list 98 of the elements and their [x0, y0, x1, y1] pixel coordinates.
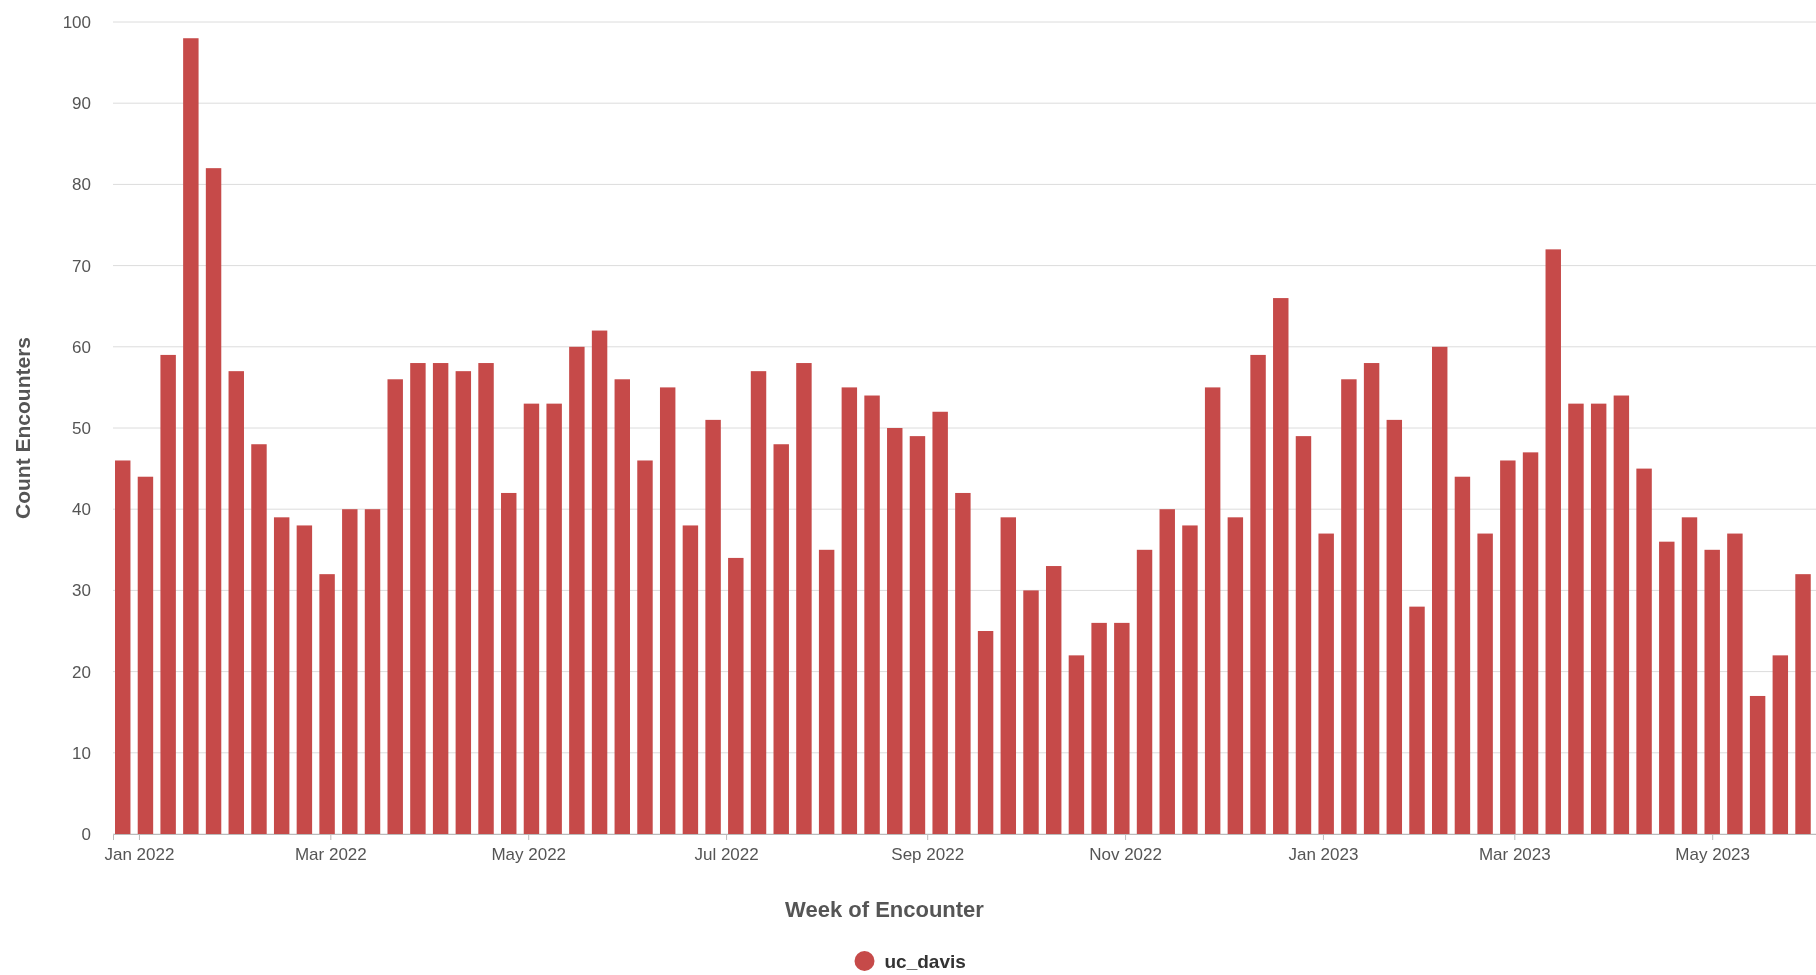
- x-tick-label: Nov 2022: [1089, 845, 1162, 865]
- bar: [977, 631, 994, 834]
- bar: [1114, 622, 1130, 834]
- bar: [1704, 549, 1720, 834]
- x-tick-label: Mar 2023: [1478, 845, 1551, 865]
- bar: [1023, 590, 1039, 834]
- bar: [1568, 403, 1584, 834]
- bar: [569, 346, 585, 834]
- y-tick-label: 90: [72, 94, 91, 114]
- bar: [1136, 549, 1153, 834]
- x-tick-label: May 2023: [1675, 845, 1751, 865]
- bar: [228, 371, 244, 834]
- bar: [251, 444, 267, 834]
- bar: [1613, 395, 1630, 834]
- y-tick-label: 20: [72, 662, 91, 682]
- bar: [319, 574, 335, 834]
- bar: [1341, 379, 1357, 834]
- bar: [137, 476, 154, 834]
- bar: [682, 525, 699, 834]
- bar: [364, 509, 381, 834]
- bar: [773, 444, 789, 834]
- bar: [796, 363, 812, 834]
- bar: [909, 436, 926, 834]
- bar: [1749, 695, 1766, 834]
- bar: [1409, 606, 1425, 834]
- bar: [614, 379, 630, 834]
- y-tick-label: 40: [72, 500, 91, 520]
- bar: [1500, 460, 1516, 834]
- bar: [183, 38, 199, 834]
- bar: [1159, 509, 1175, 834]
- bar: [478, 363, 494, 834]
- bar: [1091, 622, 1107, 834]
- bar: [160, 354, 176, 834]
- bar: [1386, 419, 1403, 834]
- bar: [1454, 476, 1471, 834]
- y-tick-label: 70: [72, 256, 91, 276]
- bar: [705, 419, 721, 834]
- x-tick-label: Mar 2022: [294, 845, 367, 865]
- bar: [546, 403, 562, 834]
- bar: [501, 492, 517, 834]
- x-tick-label: Jan 2022: [104, 845, 175, 865]
- y-tick-label: 60: [72, 337, 91, 357]
- bar: [591, 330, 608, 834]
- bar: [841, 387, 858, 834]
- bar: [432, 363, 449, 834]
- bar: [659, 387, 676, 834]
- bar: [1545, 249, 1561, 834]
- bar: [1522, 452, 1539, 834]
- bar: [637, 460, 653, 834]
- bar: [410, 363, 426, 834]
- bar: [273, 517, 290, 834]
- y-tick-label: 50: [72, 418, 91, 438]
- bar: [750, 371, 767, 834]
- bar: [1250, 354, 1266, 834]
- bar: [1681, 517, 1698, 834]
- x-tick-label: Jul 2022: [694, 845, 759, 865]
- y-tick-label: 80: [72, 175, 91, 195]
- bar: [296, 525, 313, 834]
- bar: [1000, 517, 1017, 834]
- bar: [864, 395, 880, 834]
- bar: [1659, 541, 1675, 834]
- bar: [887, 428, 903, 834]
- bar: [1590, 403, 1607, 834]
- bar: [1727, 533, 1743, 834]
- bar: [1636, 468, 1652, 834]
- bar: [342, 509, 358, 834]
- bar: [115, 460, 131, 834]
- y-tick-label: 10: [72, 743, 91, 763]
- bar: [1273, 298, 1289, 834]
- bar: [818, 549, 835, 834]
- bar: [955, 492, 971, 834]
- bar: [1318, 533, 1334, 834]
- bar: [1182, 525, 1198, 834]
- bar: [455, 371, 472, 834]
- y-tick-label: 0: [81, 824, 91, 844]
- bar: [1204, 387, 1221, 834]
- y-axis-title: Count Encounters: [11, 337, 34, 519]
- bar: [1068, 655, 1085, 834]
- x-tick-label: Sep 2022: [891, 845, 965, 865]
- x-tick-label: May 2022: [491, 845, 567, 865]
- bar: [523, 403, 540, 834]
- bar: [1363, 363, 1380, 834]
- bar: [1432, 346, 1448, 834]
- y-tick-label: 100: [62, 12, 91, 32]
- bar: [1795, 574, 1811, 834]
- bar: [1227, 517, 1244, 834]
- y-tick-label: 30: [72, 581, 91, 601]
- x-axis-title: Week of Encounter: [785, 897, 985, 922]
- bar: [205, 168, 222, 834]
- bar: [932, 411, 948, 834]
- bar: [1772, 655, 1789, 834]
- x-tick-label: Jan 2023: [1288, 845, 1359, 865]
- bar: [728, 557, 744, 834]
- bar: [1295, 436, 1312, 834]
- bar: [1477, 533, 1493, 834]
- legend-label: uc_davis: [884, 951, 966, 972]
- bar: [387, 379, 403, 834]
- bar: [1045, 566, 1062, 834]
